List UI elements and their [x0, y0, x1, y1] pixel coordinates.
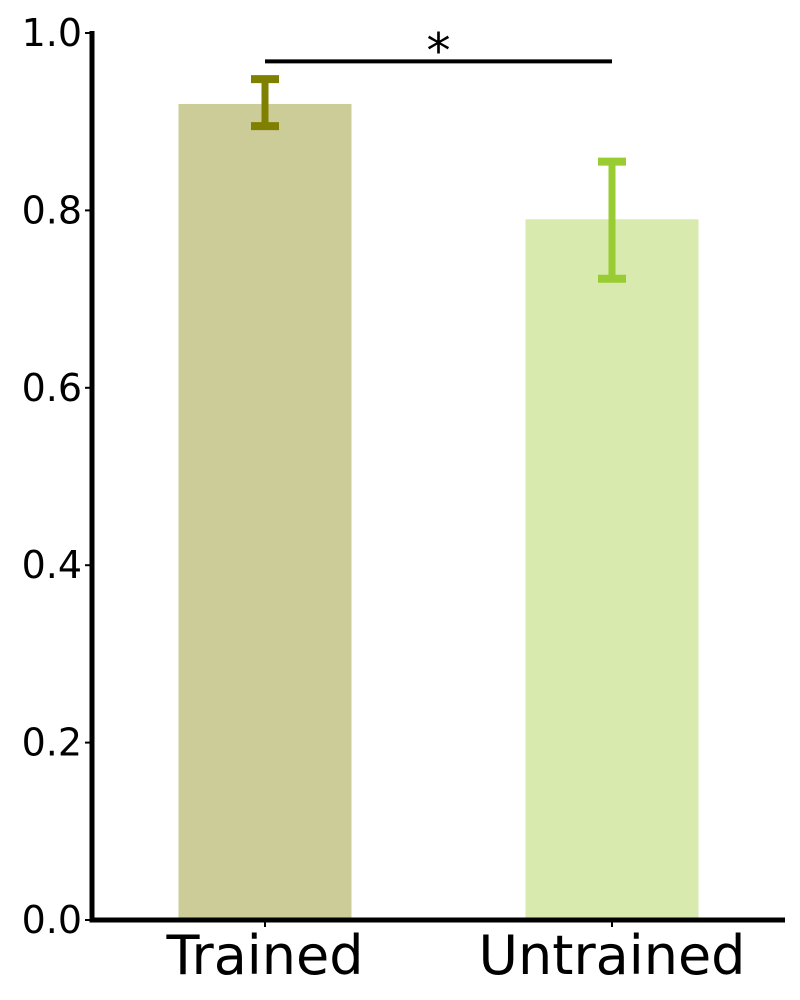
significance-layer: *	[265, 23, 612, 79]
bars-layer	[178, 103, 699, 920]
x-tick-label-untrained: Untrained	[479, 924, 746, 987]
axes-layer	[89, 31, 785, 923]
y-tick-label: 0.4	[22, 543, 82, 587]
error-bar-trained	[251, 75, 279, 131]
y-tick-label: 0.6	[22, 366, 82, 410]
y-tick-label: 0.2	[22, 721, 82, 765]
y-tick-label: 1.0	[22, 11, 82, 55]
bar-trained	[178, 103, 352, 920]
error-bars-layer	[251, 75, 626, 283]
significance-label: *	[427, 23, 451, 79]
x-tick-label-trained: Trained	[165, 924, 363, 987]
x-ticks-layer: Trained Untrained	[165, 920, 745, 987]
y-tick-label: 0.0	[22, 898, 82, 942]
error-bar-untrained	[598, 157, 626, 283]
bar-untrained	[525, 219, 699, 920]
y-tick-label: 0.8	[22, 188, 82, 232]
y-ticks-layer: 0.0 0.2 0.4 0.6 0.8 1.0	[22, 11, 92, 942]
